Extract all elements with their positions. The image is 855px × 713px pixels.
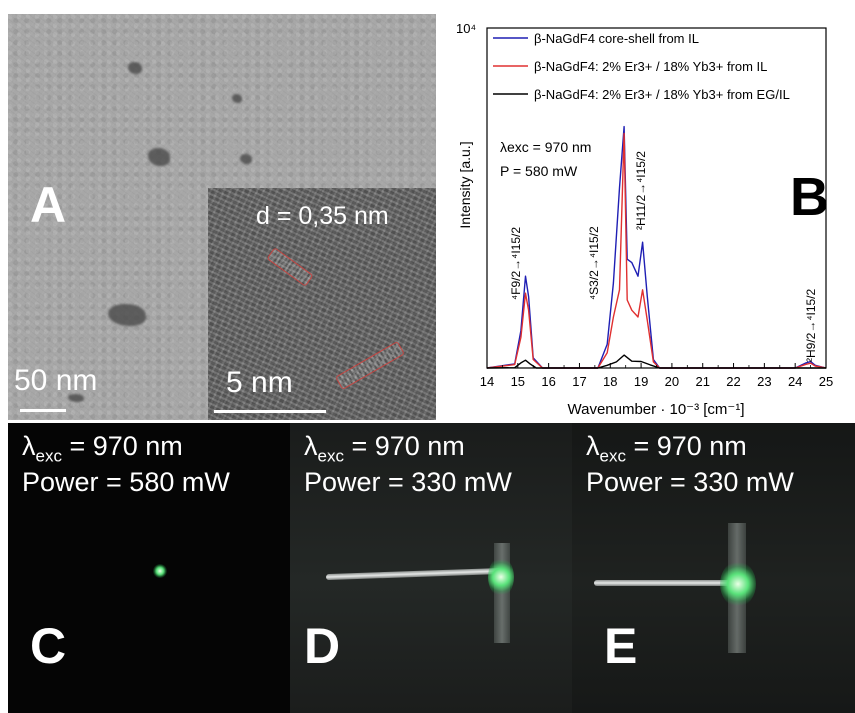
scalebar-main	[20, 409, 66, 412]
panel-letter-b: B	[790, 167, 829, 227]
x-tick-label: 23	[757, 374, 771, 389]
transition-label-h112: ²H11/2→⁴I15/2	[634, 151, 648, 230]
laser-beam-path	[594, 580, 742, 586]
particle-aggregate	[148, 148, 170, 166]
particle-aggregate	[108, 304, 146, 326]
spectrum-chart: 14 15 16 17 18 19 20 21 22 23 24 25 10⁴ Intensity […	[456, 21, 833, 418]
lattice-fringe-marker	[266, 247, 314, 287]
photo-panel-d: λexc = 970 nm Power = 330 mW D	[290, 423, 572, 713]
x-tick-label: 21	[695, 374, 709, 389]
excitation-label-e: λexc = 970 nm	[586, 431, 747, 466]
transition-label-h92: ²H9/2→⁴I15/2	[804, 288, 818, 362]
excitation-label-d: λexc = 970 nm	[304, 431, 465, 466]
green-emission-spot	[720, 561, 756, 607]
legend-label-er-yb-il: β-NaGdF4: 2% Er3+ / 18% Yb3+ from IL	[534, 59, 767, 74]
tem-image-panel: A 50 nm d = 0,35 nm 5 nm	[8, 14, 436, 420]
power-label-c: Power = 580 mW	[22, 467, 230, 497]
series-line-2	[486, 354, 826, 369]
green-emission-spot	[488, 557, 514, 597]
inset-scalebar-label: 5 nm	[226, 366, 293, 399]
emission-spectrum-panel: 14 15 16 17 18 19 20 21 22 23 24 25 10⁴ Intensity […	[440, 0, 855, 420]
particle-aggregate	[240, 154, 252, 164]
x-tick-label: 17	[572, 374, 586, 389]
laser-beam-path	[325, 567, 505, 581]
panel-letter-e: E	[604, 618, 638, 674]
legend-label-er-yb-eg-il: β-NaGdF4: 2% Er3+ / 18% Yb3+ from EG/IL	[534, 87, 790, 102]
x-tick-label: 20	[665, 374, 679, 389]
particle-aggregate	[68, 394, 84, 402]
x-tick-label: 16	[541, 374, 555, 389]
power-label-d: Power = 330 mW	[304, 467, 512, 497]
excitation-power: P = 580 mW	[500, 163, 578, 179]
photo-panel-c: λexc = 970 nm Power = 580 mW C	[8, 423, 290, 713]
hrtem-inset: d = 0,35 nm 5 nm	[208, 188, 436, 420]
x-tick-label: 19	[634, 374, 648, 389]
legend: β-NaGdF4 core-shell from IL β-NaGdF4: 2%…	[493, 31, 790, 102]
lattice-fringe-marker	[335, 341, 405, 390]
transition-label-f92: ⁴F9/2→⁴I15/2	[509, 227, 523, 300]
x-tick-label: 24	[788, 374, 802, 389]
excitation-label-c: λexc = 970 nm	[22, 431, 183, 466]
x-tick-label: 22	[726, 374, 740, 389]
x-tick-label: 18	[603, 374, 617, 389]
excitation-wavelength: λexc = 970 nm	[500, 139, 591, 155]
transition-label-s32: ⁴S3/2→⁴I15/2	[587, 226, 601, 300]
plot-frame	[486, 27, 827, 369]
legend-label-core-shell: β-NaGdF4 core-shell from IL	[534, 31, 699, 46]
panel-letter-a: A	[30, 177, 67, 233]
y-top-tick-label: 10⁴	[456, 21, 476, 36]
scalebar-label-main: 50 nm	[14, 364, 98, 397]
d-spacing-label: d = 0,35 nm	[256, 202, 389, 230]
green-emission-spot	[153, 564, 167, 578]
x-tick-label: 14	[480, 374, 494, 389]
x-axis-label: Wavenumber · 10⁻³ [cm⁻¹]	[568, 401, 745, 418]
panel-letter-d: D	[304, 618, 341, 674]
particle-aggregate	[232, 94, 242, 103]
y-axis-label: Intensity [a.u.]	[457, 141, 473, 228]
panel-letter-c: C	[30, 618, 67, 674]
x-tick-label: 15	[511, 374, 525, 389]
power-label-e: Power = 330 mW	[586, 467, 794, 497]
particle-aggregate	[128, 62, 142, 74]
photo-panel-e: λexc = 970 nm Power = 330 mW E	[572, 423, 855, 713]
inset-scalebar	[214, 410, 326, 413]
x-tick-label: 25	[819, 374, 833, 389]
